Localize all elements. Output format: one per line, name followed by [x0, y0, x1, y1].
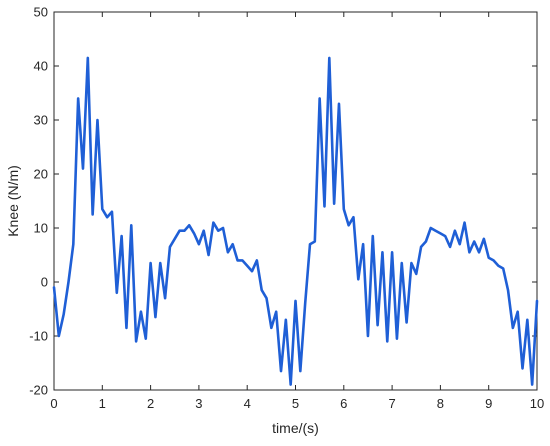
axes-frame	[53, 11, 538, 391]
y-tick-label: -20	[29, 383, 48, 398]
y-tick-label: 40	[34, 59, 48, 74]
y-tick-label: 10	[34, 221, 48, 236]
x-tick-label: 1	[99, 396, 106, 411]
x-tick-label: 2	[147, 396, 154, 411]
x-tick-label: 6	[340, 396, 347, 411]
y-tick-label: -10	[29, 329, 48, 344]
y-tick-label: 50	[34, 5, 48, 20]
x-tick-label: 0	[50, 396, 57, 411]
y-axis-ticks: -20 -10 0 10 20 30 40 50	[29, 5, 537, 398]
y-tick-label: 30	[34, 113, 48, 128]
x-tick-label: 3	[195, 396, 202, 411]
x-tick-label: 7	[388, 396, 395, 411]
y-axis-label: Knee (N/m)	[5, 165, 21, 237]
x-tick-label: 10	[530, 396, 544, 411]
plot-area	[53, 11, 538, 391]
x-tick-label: 4	[244, 396, 251, 411]
series-layer	[52, 56, 539, 386]
y-tick-label: 0	[41, 275, 48, 290]
y-tick-label: 20	[34, 167, 48, 182]
x-axis-ticks: 0 1 2 3 4 5 6 7 8 9 10	[50, 12, 544, 411]
x-tick-label: 5	[292, 396, 299, 411]
x-tick-label: 8	[437, 396, 444, 411]
x-axis-label: time/(s)	[272, 420, 319, 436]
x-tick-label: 9	[485, 396, 492, 411]
